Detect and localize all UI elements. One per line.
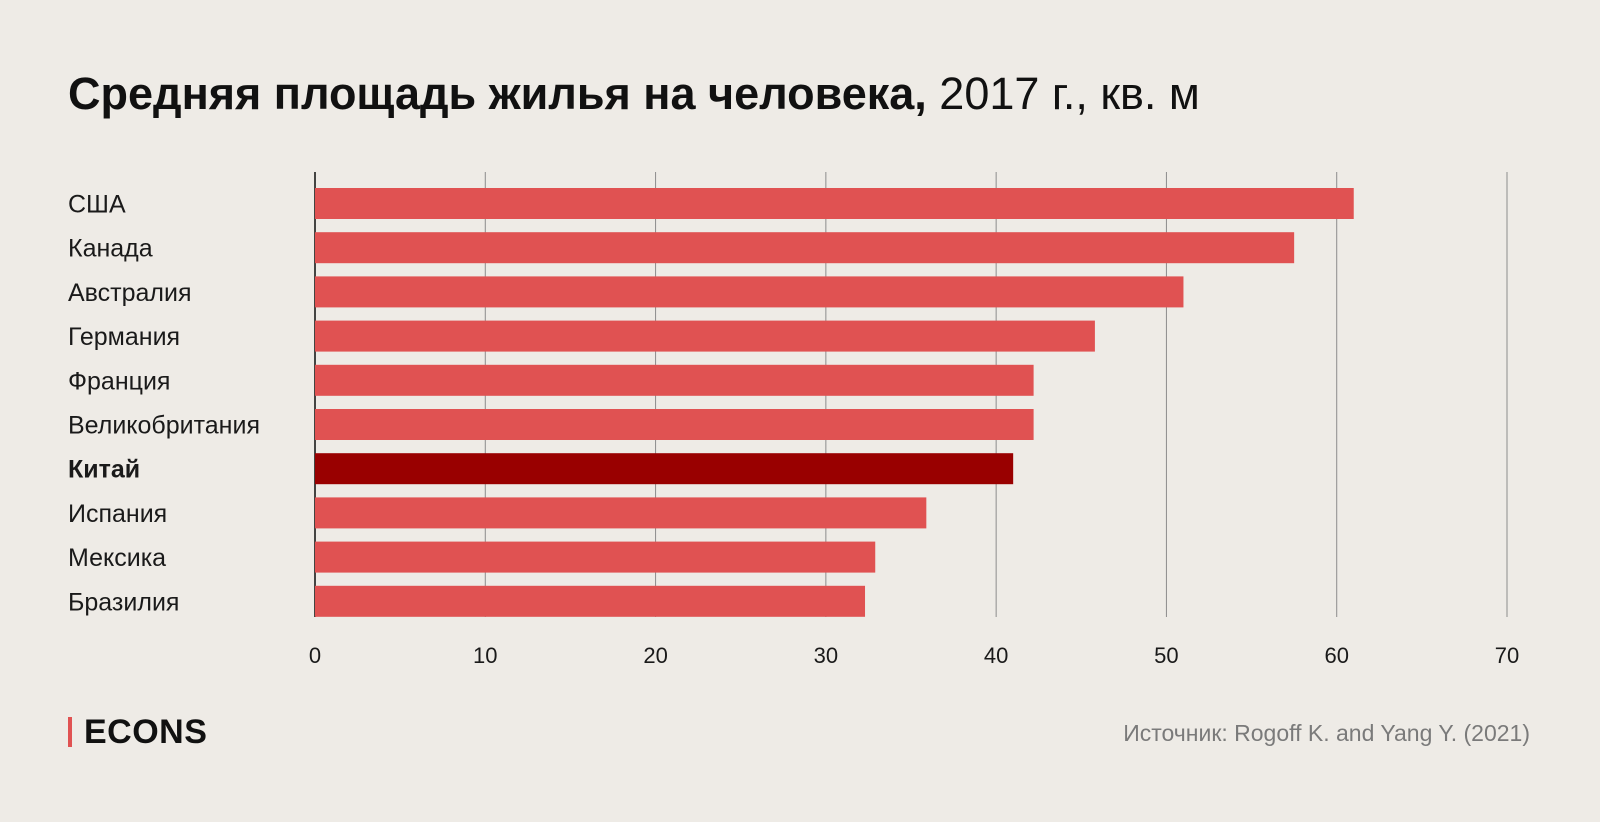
category-label-3: Германия	[68, 323, 180, 351]
x-tick-label-20: 20	[643, 643, 667, 668]
brand-name: ECONS	[84, 712, 208, 751]
x-tick-label-70: 70	[1495, 643, 1519, 668]
x-tick-label-60: 60	[1324, 643, 1348, 668]
category-label-4: Франция	[68, 367, 170, 395]
bar-5	[315, 409, 1034, 440]
x-tick-label-10: 10	[473, 643, 497, 668]
brand-accent-bar	[68, 717, 72, 747]
bar-0	[315, 188, 1354, 219]
bar-1	[315, 232, 1295, 264]
bar-4	[315, 364, 1034, 396]
category-label-5: Великобритания	[68, 412, 260, 440]
bars	[315, 188, 1354, 617]
x-tick-label-40: 40	[984, 643, 1008, 668]
category-label-9: Бразилия	[68, 588, 179, 616]
bar-7	[315, 497, 927, 529]
x-tick-labels: 0 10 20 30 40 50 60 70	[309, 643, 1519, 668]
chart-title-rest: 2017 г., кв. м	[939, 68, 1200, 119]
x-tick-label-0: 0	[309, 643, 321, 668]
category-label-2: Австралия	[68, 279, 192, 307]
category-labels: США Канада Австралия Германия Франция Великоб…	[68, 191, 260, 617]
category-label-1: Канада	[68, 235, 153, 263]
source-note: Источник: Rogoff K. and Yang Y. (2021)	[1123, 720, 1530, 746]
brand-logo: ECONS	[68, 712, 207, 752]
bar-2	[315, 276, 1184, 308]
chart-title: Средняя площадь жилья на человека, 2017 …	[68, 64, 1200, 124]
bar-8	[315, 541, 876, 573]
bar-3	[315, 320, 1095, 352]
x-tick-label-30: 30	[814, 643, 838, 668]
bar-6	[315, 453, 1014, 485]
category-label-0: США	[68, 191, 126, 219]
bar-9	[315, 585, 866, 617]
chart-title-main: Средняя площадь жилья на человека,	[68, 68, 927, 119]
x-tick-label-50: 50	[1154, 643, 1178, 668]
category-label-8: Мексика	[68, 544, 166, 572]
category-label-7: Испания	[68, 500, 167, 528]
category-label-6: Китай	[68, 456, 140, 484]
